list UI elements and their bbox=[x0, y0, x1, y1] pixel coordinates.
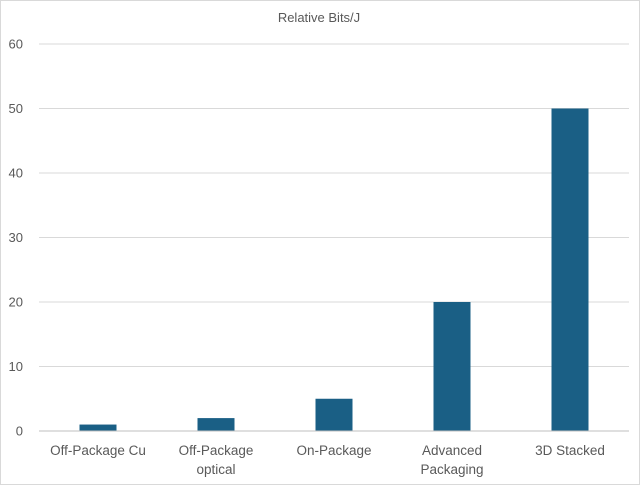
bar-4 bbox=[433, 302, 471, 431]
x-category-label: On-Package bbox=[296, 443, 371, 458]
y-tick-label: 30 bbox=[9, 230, 23, 245]
bar-2 bbox=[197, 418, 235, 431]
y-tick-label: 10 bbox=[9, 359, 23, 374]
x-axis-labels: Off-Package Cu Off-Package optical On-Packa… bbox=[50, 443, 605, 477]
y-tick-label: 20 bbox=[9, 295, 23, 310]
bar-5 bbox=[551, 108, 589, 431]
x-category-label: Off-Package optical bbox=[179, 443, 254, 477]
y-tick-label: 0 bbox=[16, 424, 23, 439]
y-tick-label: 50 bbox=[9, 101, 23, 116]
y-tick-label: 60 bbox=[9, 37, 23, 52]
bar-1 bbox=[79, 424, 117, 431]
x-category-label-line: optical bbox=[196, 462, 235, 477]
x-category-label: Advanced Packaging bbox=[420, 443, 483, 477]
x-category-label-line: Packaging bbox=[420, 462, 483, 477]
bar-3 bbox=[315, 398, 353, 431]
x-category-label-line: Off-Package Cu bbox=[50, 443, 146, 458]
x-category-label-line: 3D Stacked bbox=[535, 443, 605, 458]
x-category-label-line: Advanced bbox=[422, 443, 482, 458]
x-category-label-line: Off-Package bbox=[179, 443, 254, 458]
gridlines bbox=[39, 43, 629, 367]
x-category-label: Off-Package Cu bbox=[50, 443, 146, 458]
x-category-label: 3D Stacked bbox=[535, 443, 605, 458]
y-axis-ticks: 0 10 20 30 40 50 60 bbox=[9, 37, 23, 439]
y-tick-label: 40 bbox=[9, 166, 23, 181]
chart-title: Relative Bits/J bbox=[278, 10, 360, 25]
x-category-label-line: On-Package bbox=[296, 443, 371, 458]
bars bbox=[79, 108, 589, 431]
